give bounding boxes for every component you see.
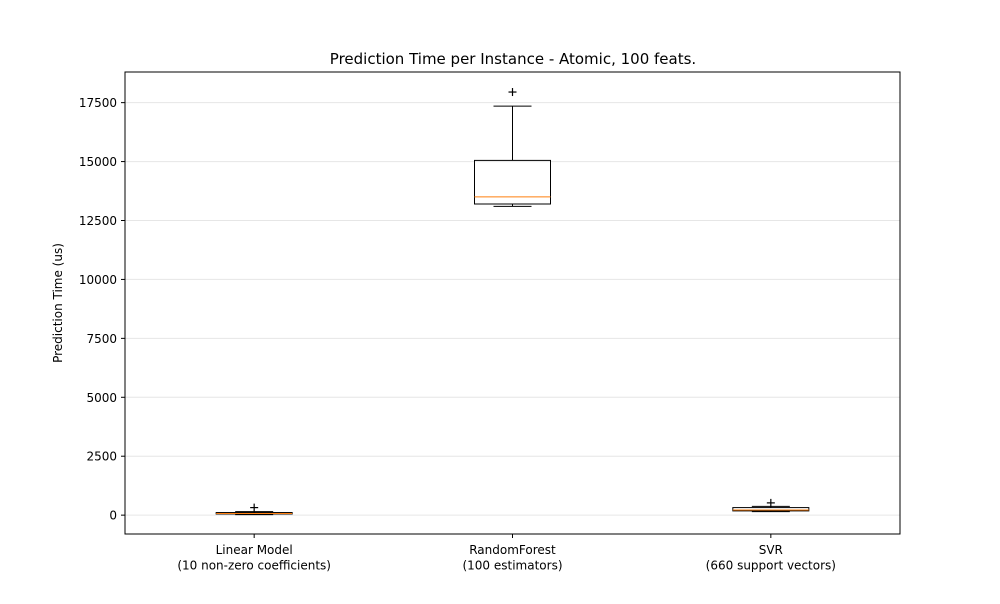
x-tick-label-line: (10 non-zero coefficients) — [177, 559, 331, 573]
y-tick-label: 17500 — [79, 96, 117, 110]
box-rect — [732, 507, 810, 512]
x-tick-label: Linear Model (10 non-zero coefficients) — [177, 543, 331, 573]
grid-lines — [125, 102, 900, 516]
y-tick-label: 12500 — [79, 214, 117, 228]
flier-marker — [250, 503, 259, 512]
box-group — [215, 503, 293, 516]
x-tick-label-line: SVR — [759, 543, 783, 557]
x-tick-label-line: (660 support vectors) — [706, 559, 836, 573]
y-tick-label: 2500 — [86, 450, 117, 464]
chart-title: Prediction Time per Instance - Atomic, 1… — [330, 50, 696, 68]
y-axis-label: Prediction Time (us) — [51, 243, 65, 363]
flier-marker — [508, 88, 517, 97]
y-tick-label: 10000 — [79, 273, 117, 287]
box-rect — [474, 159, 551, 205]
flier-marker — [766, 498, 775, 507]
box-group — [474, 88, 551, 207]
x-tick-label: RandomForest (100 estimators) — [462, 543, 562, 573]
axes: 0 2500 5000 7500 10000 12500 15000 17500 Linear … — [79, 96, 836, 572]
x-tick-label-line: (100 estimators) — [462, 559, 562, 573]
box-group — [732, 498, 810, 513]
box-plots — [215, 88, 810, 516]
x-tick-label-line: RandomForest — [469, 543, 556, 557]
y-tick-label: 15000 — [79, 155, 117, 169]
y-tick-label: 7500 — [86, 332, 117, 346]
y-tick-label: 0 — [109, 509, 117, 523]
x-tick-label-line: Linear Model — [216, 543, 293, 557]
x-tick-label: SVR (660 support vectors) — [706, 543, 836, 573]
y-tick-label: 5000 — [86, 391, 117, 405]
